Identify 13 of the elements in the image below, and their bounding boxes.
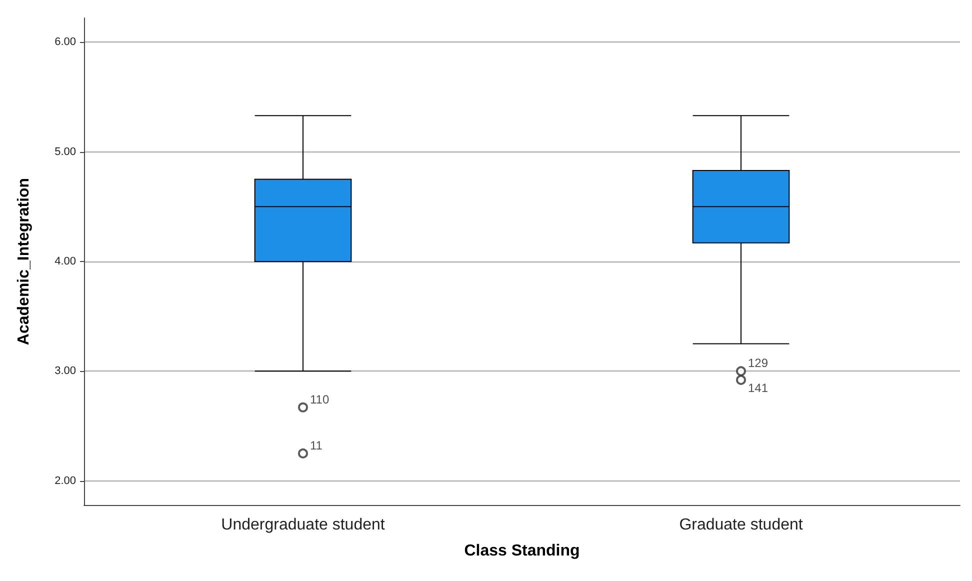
y-axis-title: Academic_Integration: [16, 178, 32, 346]
annotation: 11: [310, 438, 323, 452]
y-tick-label: 3.00: [54, 365, 76, 378]
x-tick-label: Undergraduate student: [221, 516, 386, 534]
annotation: 141: [748, 380, 768, 395]
annotation: 129: [748, 356, 768, 370]
x-tick-label: Graduate student: [679, 516, 804, 534]
y-tick-label: 4.00: [54, 256, 76, 268]
y-tick-label: 2.00: [54, 474, 76, 487]
annotation: 110: [310, 392, 330, 406]
x-axis-title: Class Standing: [464, 542, 580, 560]
y-tick-label: 5.00: [54, 146, 76, 158]
y-tick-label: 6.00: [54, 36, 76, 48]
